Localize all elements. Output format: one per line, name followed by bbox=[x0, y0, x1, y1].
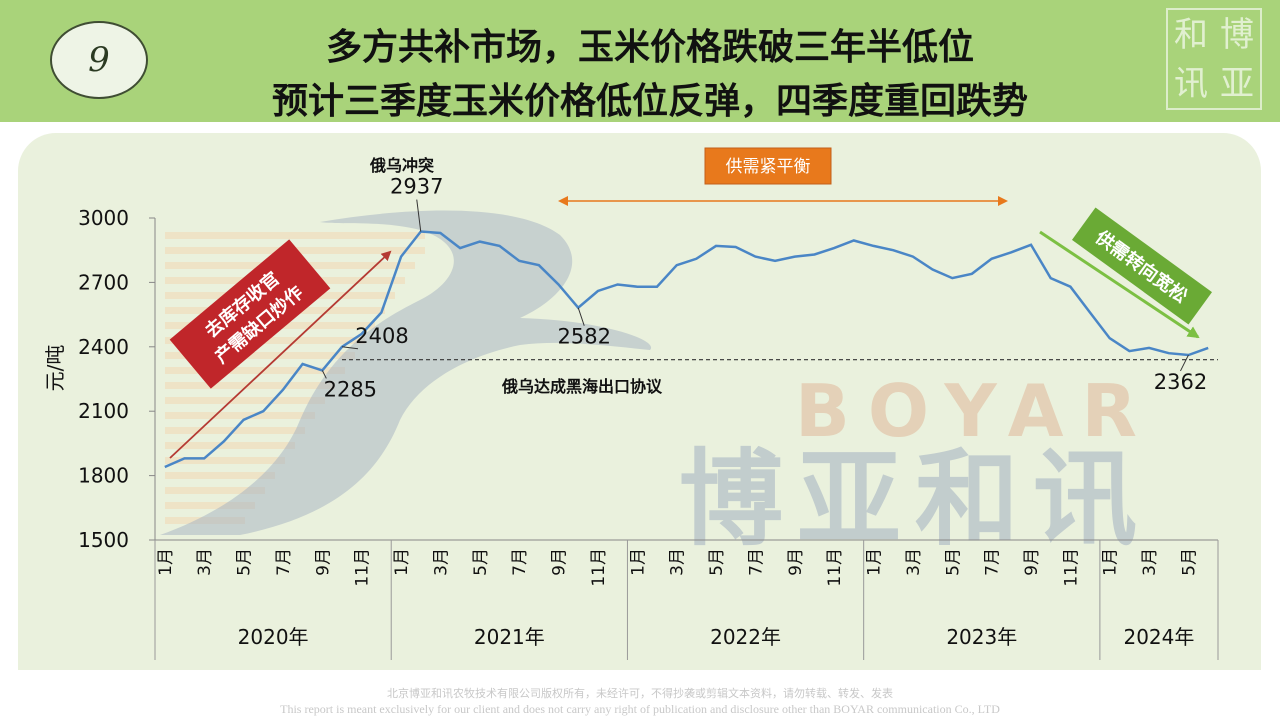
x-tick-label: 3月 bbox=[1140, 548, 1160, 576]
y-tick-label: 2400 bbox=[78, 335, 129, 359]
x-axis: 1月 3月 5月 7月 9月 11月 2020年 1月 3月 5月 7月 9月 11月 2021年 1月 3月… bbox=[154, 539, 1219, 660]
y-tick-label: 2100 bbox=[78, 399, 129, 423]
watermark-latin: BOYAR bbox=[795, 369, 1155, 453]
x-tick-label: 3月 bbox=[668, 548, 688, 576]
x-tick-label: 7月 bbox=[510, 548, 530, 576]
x-tick-label: 1月 bbox=[156, 548, 176, 576]
x-tick-label: 9月 bbox=[550, 548, 570, 576]
logo-char-1: 和 bbox=[1174, 14, 1208, 55]
x-tick-label: 11月 bbox=[353, 548, 373, 587]
y-tick-label: 3000 bbox=[78, 206, 129, 230]
x-year-label: 2021年 bbox=[474, 625, 545, 649]
x-tick-label: 11月 bbox=[1061, 548, 1081, 587]
y-tick-label: 1800 bbox=[78, 464, 129, 488]
reference-line-label: 俄乌达成黑海出口协议 bbox=[501, 377, 663, 396]
x-year-label: 2022年 bbox=[710, 625, 781, 649]
logo-char-3: 讯 bbox=[1174, 63, 1208, 104]
y-axis-label: 元/吨 bbox=[43, 345, 67, 392]
watermark-bird-shape bbox=[160, 210, 652, 535]
x-tick-label: 11月 bbox=[825, 548, 845, 587]
x-tick-label: 5月 bbox=[235, 548, 255, 576]
data-label-leader bbox=[577, 307, 585, 326]
annotation-balance-text: 供需紧平衡 bbox=[726, 157, 811, 177]
x-tick-label: 3月 bbox=[904, 548, 924, 576]
slide-number-badge: 9 bbox=[50, 21, 148, 99]
x-tick-label: 9月 bbox=[786, 548, 806, 576]
x-year-label: 2024年 bbox=[1123, 625, 1194, 649]
x-tick-label: 3月 bbox=[431, 548, 451, 576]
x-tick-label: 5月 bbox=[707, 548, 727, 576]
x-tick-label: 5月 bbox=[1179, 548, 1199, 576]
chart-axes: 元/吨 bbox=[43, 345, 67, 392]
y-tick-label: 2700 bbox=[78, 270, 129, 294]
x-year-label: 2020年 bbox=[238, 625, 309, 649]
x-tick-label: 7月 bbox=[274, 548, 294, 576]
company-seal-logo: 和 博 讯 亚 bbox=[1166, 8, 1262, 110]
y-axis: 1500 1800 2100 2400 2700 3000 bbox=[78, 206, 156, 552]
x-tick-label: 1月 bbox=[392, 548, 412, 576]
x-tick-label: 9月 bbox=[313, 548, 333, 576]
y-tick-label: 1500 bbox=[78, 528, 129, 552]
header-band: 9 多方共补市场，玉米价格跌破三年半低位 预计三季度玉米价格低位反弹，四季度重回… bbox=[0, 0, 1280, 122]
annotation-balance: 供需紧平衡 bbox=[704, 147, 832, 185]
uptrend-arrow bbox=[169, 250, 392, 459]
data-label-leader bbox=[321, 370, 327, 379]
annotation-conflict: 俄乌冲突 bbox=[369, 156, 434, 175]
x-tick-label: 5月 bbox=[471, 548, 491, 576]
footer-copyright-en: This report is meant exclusively for our… bbox=[280, 702, 1000, 716]
logo-char-2: 博 bbox=[1220, 14, 1254, 55]
slide-title-line1: 多方共补市场，玉米价格跌破三年半低位 bbox=[325, 27, 974, 68]
data-label-leader bbox=[416, 199, 422, 232]
data-label-leader bbox=[341, 346, 359, 350]
x-tick-label: 1月 bbox=[628, 548, 648, 576]
x-tick-label: 3月 bbox=[195, 548, 215, 576]
x-tick-label: 7月 bbox=[983, 548, 1003, 576]
data-label: 2362 bbox=[1154, 370, 1207, 394]
data-labels: 2285 2408 2937 2582 2362 bbox=[321, 175, 1207, 401]
data-label: 2937 bbox=[390, 175, 443, 199]
series-line-corn-price bbox=[164, 230, 1209, 469]
x-tick-label: 1月 bbox=[865, 548, 885, 576]
footer-copyright-cn: 北京博亚和讯农牧技术有限公司版权所有，未经许可，不得抄袭或剪辑文本资料，请勿转载… bbox=[387, 687, 893, 700]
data-label-leader bbox=[1180, 354, 1189, 372]
x-tick-label: 5月 bbox=[943, 548, 963, 576]
x-tick-label: 1月 bbox=[1101, 548, 1121, 576]
data-label: 2582 bbox=[558, 325, 611, 349]
x-tick-label: 7月 bbox=[746, 548, 766, 576]
data-label: 2285 bbox=[324, 377, 377, 401]
data-label: 2408 bbox=[355, 324, 408, 348]
loosen-arrow bbox=[1039, 230, 1200, 339]
slide-title-line2: 预计三季度玉米价格低位反弹，四季度重回跌势 bbox=[271, 81, 1028, 122]
annotation-stock: 去库存收官 产需缺口炒作 bbox=[169, 239, 331, 389]
x-year-label: 2023年 bbox=[946, 625, 1017, 649]
x-tick-label: 11月 bbox=[589, 548, 609, 587]
watermark-chinese: 博亚和讯 bbox=[679, 438, 1151, 560]
logo-char-4: 亚 bbox=[1220, 63, 1254, 104]
x-tick-label: 9月 bbox=[1022, 548, 1042, 576]
